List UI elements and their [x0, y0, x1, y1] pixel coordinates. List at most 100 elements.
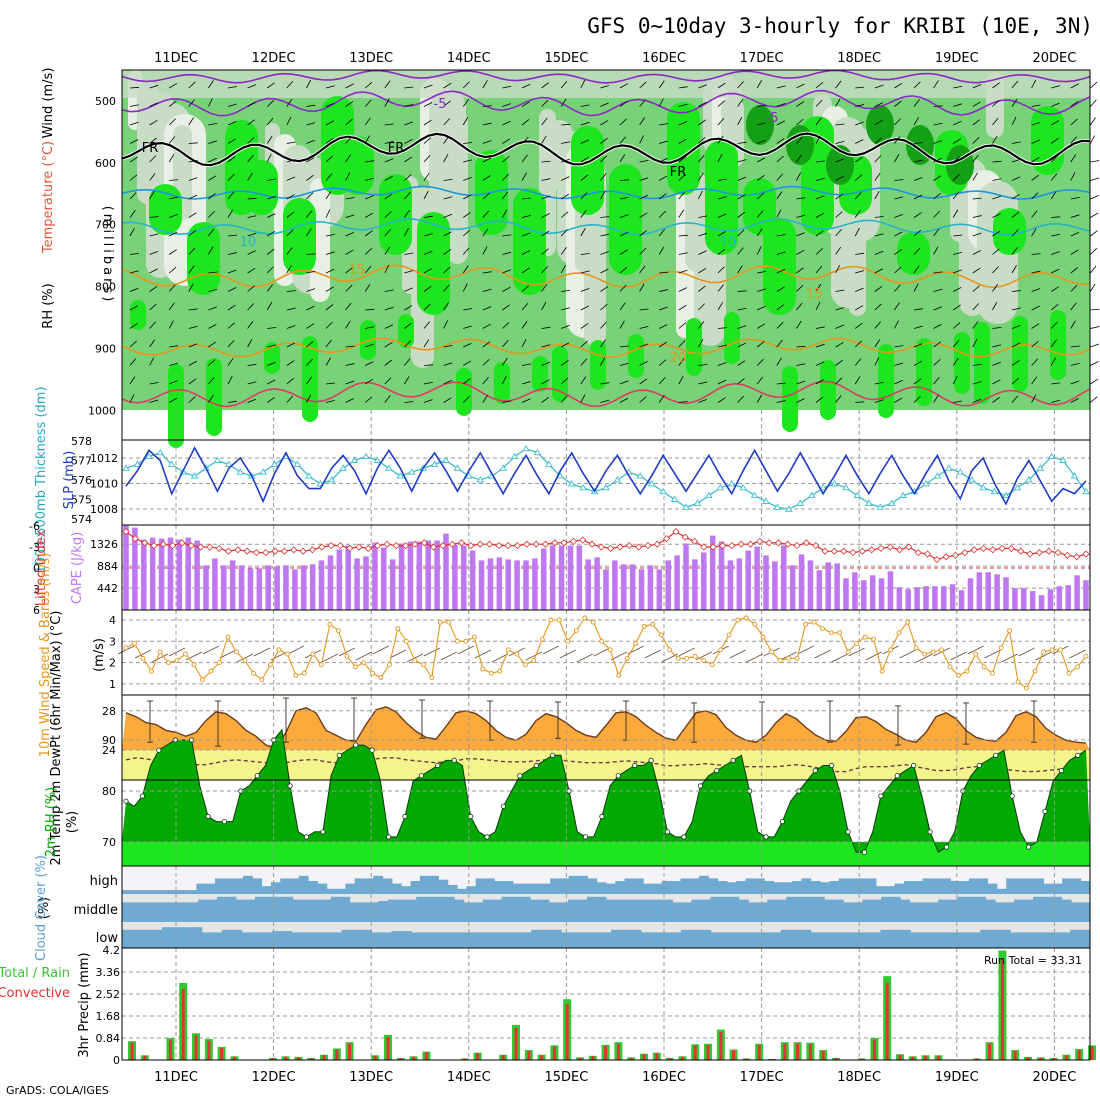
- cloud-cell: [461, 932, 472, 948]
- thickness-point: [1002, 491, 1010, 499]
- cape-bar: [478, 560, 485, 610]
- wind-barb: [972, 381, 982, 385]
- wind-barb: [1090, 99, 1097, 107]
- wind-barb: [345, 172, 351, 181]
- wind10-point: [369, 670, 375, 676]
- wind-barb: [933, 157, 942, 163]
- wind-barb: [423, 303, 431, 311]
- wind-barb: [717, 100, 726, 107]
- cloud-cell: [780, 929, 792, 948]
- li-point: [877, 544, 885, 552]
- moist-patch: [206, 358, 222, 436]
- wind10-point: [939, 647, 945, 653]
- cape-bar: [958, 590, 965, 610]
- cloud-cell: [421, 932, 432, 948]
- wind-barb: [854, 209, 861, 218]
- wind-barb: [1070, 196, 1080, 200]
- wind-barb: [698, 364, 708, 366]
- cloud-cell: [1014, 899, 1025, 922]
- precip-conv-bar: [476, 1053, 480, 1060]
- cloud-cell: [401, 886, 412, 894]
- wind-barb: [639, 177, 649, 181]
- thickness-point: [990, 487, 999, 495]
- wind-barb: [404, 252, 414, 255]
- rh-label: RH (%): [41, 283, 56, 328]
- wind-barb: [717, 135, 724, 144]
- wind-barb: [404, 287, 413, 292]
- wind-barb: [188, 212, 197, 218]
- thickness-point: [716, 483, 725, 491]
- wind-barb: [639, 378, 648, 385]
- wind-barb: [913, 81, 921, 89]
- thickness-point: [979, 483, 987, 491]
- wind-barb: [1070, 363, 1080, 366]
- cloud-cell: [419, 875, 430, 894]
- wind-barb: [678, 138, 687, 144]
- wind-barb: [933, 306, 943, 311]
- temperature-contour: [121, 337, 1091, 358]
- wind-barb: [933, 246, 939, 255]
- wind-barb: [1031, 122, 1041, 126]
- wind10-point: [352, 664, 358, 670]
- precip-total-label: Total / Rain: [0, 966, 70, 981]
- cape-bar: [514, 560, 520, 610]
- wind-barb: [1031, 340, 1039, 348]
- cloud-cell: [985, 899, 996, 922]
- wind-barb: [953, 85, 963, 89]
- thickness-point: [670, 495, 679, 502]
- wind-barb: [208, 140, 218, 144]
- wind10-point: [395, 626, 401, 631]
- wind-barb: [913, 212, 922, 218]
- li-point: [262, 549, 270, 557]
- wind10-point: [200, 677, 205, 683]
- wind-barb: [286, 395, 294, 403]
- wind10-point: [616, 672, 622, 678]
- wind-barb: [266, 153, 272, 163]
- wind10-barb: [865, 651, 882, 661]
- temp2m-label: 2m Temp 2m DewPt (6hr Min/Max) (°C): [49, 611, 64, 866]
- wind-barb: [815, 283, 822, 292]
- wind-barb: [267, 178, 277, 181]
- wind-barb: [658, 210, 666, 218]
- wind-barb: [658, 359, 667, 366]
- li-point: [224, 547, 233, 555]
- wind-barb: [698, 232, 708, 237]
- cloud-cell: [634, 899, 645, 922]
- cloud-cell: [610, 929, 622, 948]
- cloud-cell: [736, 881, 747, 894]
- precip-conv-bar: [207, 1040, 211, 1060]
- cloud-cell: [857, 878, 868, 894]
- cloud-cell: [672, 902, 683, 922]
- cape-bar: [274, 566, 280, 610]
- wind-barb: [266, 100, 275, 107]
- wind-barb: [600, 155, 608, 163]
- wind-barb: [561, 176, 570, 181]
- cloud-cell: [122, 902, 132, 922]
- wind-barb: [776, 286, 785, 292]
- cloud-cell: [231, 929, 243, 948]
- wind-barb: [247, 321, 254, 329]
- wind10-point: [463, 638, 469, 644]
- wind-barb: [874, 102, 884, 107]
- wind-barb: [443, 100, 451, 107]
- li-point: [793, 542, 801, 550]
- wind-barb: [619, 179, 630, 181]
- wind-barb: [1070, 380, 1080, 385]
- moist-patch: [609, 164, 642, 275]
- wind10-barb: [1018, 647, 1035, 657]
- wind-barb: [423, 364, 434, 366]
- cloud-cell: [473, 902, 484, 922]
- precip-conv-bar: [1064, 1055, 1068, 1060]
- wind-barb: [619, 196, 629, 200]
- wind-barb: [129, 227, 135, 237]
- dry-patch: [447, 111, 468, 264]
- rh-point: [1075, 752, 1081, 758]
- li-point: [784, 540, 792, 548]
- li-point: [579, 536, 587, 544]
- li-point: [1082, 550, 1090, 558]
- precip-conv-bar: [1039, 1057, 1043, 1060]
- cloud-cell: [738, 899, 749, 922]
- precip-conv-bar: [527, 1050, 531, 1060]
- cloud-cell: [540, 883, 551, 894]
- wind-barb: [443, 82, 452, 89]
